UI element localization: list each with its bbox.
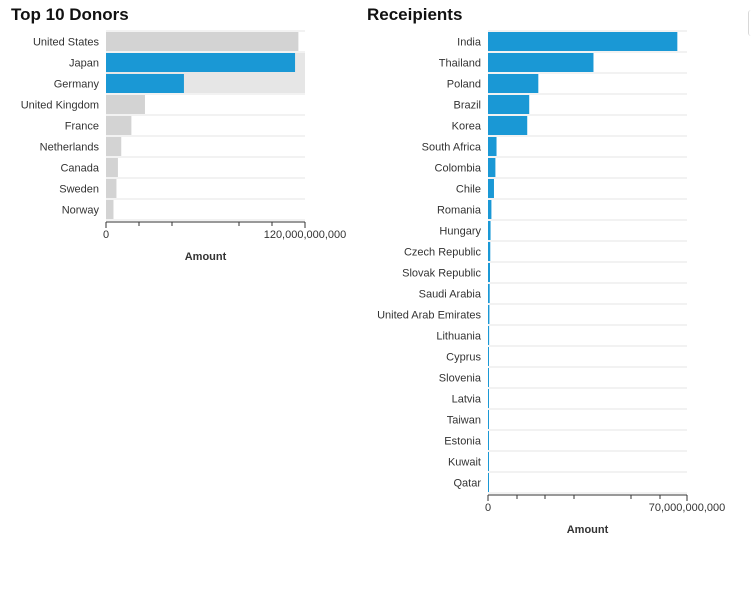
recipient-category-label: Estonia <box>444 436 482 448</box>
recipient-category-label: Thailand <box>439 58 481 70</box>
recipient-category-label: Romania <box>437 205 482 217</box>
donor-category-label: Germany <box>54 79 100 91</box>
recipient-bar-estonia[interactable] <box>488 431 489 450</box>
recipient-bar-chile[interactable] <box>488 179 494 198</box>
recipient-bar-india[interactable] <box>488 32 678 51</box>
recipient-category-label: Korea <box>452 121 482 133</box>
recipient-category-label: Taiwan <box>447 415 481 427</box>
recipient-category-label: Brazil <box>453 100 481 112</box>
recipients-chart-title: Receipients <box>367 5 463 24</box>
recipient-category-label: Czech Republic <box>404 247 482 259</box>
donor-category-label: Netherlands <box>40 142 100 154</box>
recipient-bar-kuwait[interactable] <box>488 452 489 471</box>
donor-bar-japan[interactable] <box>106 53 296 72</box>
donor-bar-united-kingdom[interactable] <box>106 95 145 114</box>
recipient-bar-latvia[interactable] <box>488 389 489 408</box>
recipient-category-label: India <box>457 37 482 49</box>
recipient-bar-slovenia[interactable] <box>488 368 489 387</box>
donor-bar-united-states[interactable] <box>106 32 299 51</box>
recipient-x-tick-label: 70,000,000,000 <box>649 502 725 514</box>
recipient-bar-lithuania[interactable] <box>488 326 490 345</box>
donor-bar-canada[interactable] <box>106 158 118 177</box>
donor-x-tick-label: 0 <box>103 229 109 241</box>
donor-category-label: Japan <box>69 58 99 70</box>
donors-chart-title: Top 10 Donors <box>11 5 129 24</box>
donor-bar-france[interactable] <box>106 116 132 135</box>
recipient-category-label: United Arab Emirates <box>377 310 481 322</box>
recipient-bar-korea[interactable] <box>488 116 528 135</box>
donor-category-label: Canada <box>60 163 99 175</box>
donor-category-label: United Kingdom <box>21 100 99 112</box>
recipient-category-label: Slovenia <box>439 373 482 385</box>
recipient-category-label: Saudi Arabia <box>419 289 482 301</box>
recipient-x-tick-label: 0 <box>485 502 491 514</box>
recipient-bar-cyprus[interactable] <box>488 347 489 366</box>
recipient-category-label: Hungary <box>439 226 481 238</box>
recipient-bar-qatar[interactable] <box>488 473 489 492</box>
recipient-category-label: Kuwait <box>448 457 481 469</box>
recipient-category-label: Latvia <box>452 394 482 406</box>
recipient-bar-south-africa[interactable] <box>488 137 497 156</box>
recipient-bar-colombia[interactable] <box>488 158 496 177</box>
recipient-bar-poland[interactable] <box>488 74 539 93</box>
donor-x-axis-title: Amount <box>185 251 227 263</box>
recipient-bar-saudi-arabia[interactable] <box>488 284 490 303</box>
recipient-category-label: Lithuania <box>436 331 482 343</box>
recipient-category-label: Poland <box>447 79 481 91</box>
recipient-category-label: Cyprus <box>446 352 481 364</box>
donor-category-label: United States <box>33 37 100 49</box>
recipient-category-label: Slovak Republic <box>402 268 481 280</box>
donor-category-label: Sweden <box>59 184 99 196</box>
donor-bar-sweden[interactable] <box>106 179 117 198</box>
recipient-bar-slovak-republic[interactable] <box>488 263 490 282</box>
recipient-x-axis-title: Amount <box>567 524 609 536</box>
donor-category-label: Norway <box>62 205 100 217</box>
recipient-bar-romania[interactable] <box>488 200 492 219</box>
recipient-bar-czech-republic[interactable] <box>488 242 491 261</box>
recipient-bar-taiwan[interactable] <box>488 410 489 429</box>
recipient-bar-united-arab-emirates[interactable] <box>488 305 490 324</box>
recipient-category-label: Qatar <box>453 478 481 490</box>
page-scrollbar[interactable] <box>748 10 755 36</box>
recipient-category-label: Colombia <box>435 163 482 175</box>
recipient-bar-hungary[interactable] <box>488 221 491 240</box>
donor-bar-netherlands[interactable] <box>106 137 122 156</box>
donor-x-tick-label: 120,000,000,000 <box>264 229 347 241</box>
donor-bar-norway[interactable] <box>106 200 114 219</box>
recipient-category-label: South Africa <box>422 142 482 154</box>
donor-bar-germany[interactable] <box>106 74 184 93</box>
recipient-category-label: Chile <box>456 184 481 196</box>
recipient-bar-thailand[interactable] <box>488 53 594 72</box>
recipient-bar-brazil[interactable] <box>488 95 530 114</box>
donor-category-label: France <box>65 121 99 133</box>
